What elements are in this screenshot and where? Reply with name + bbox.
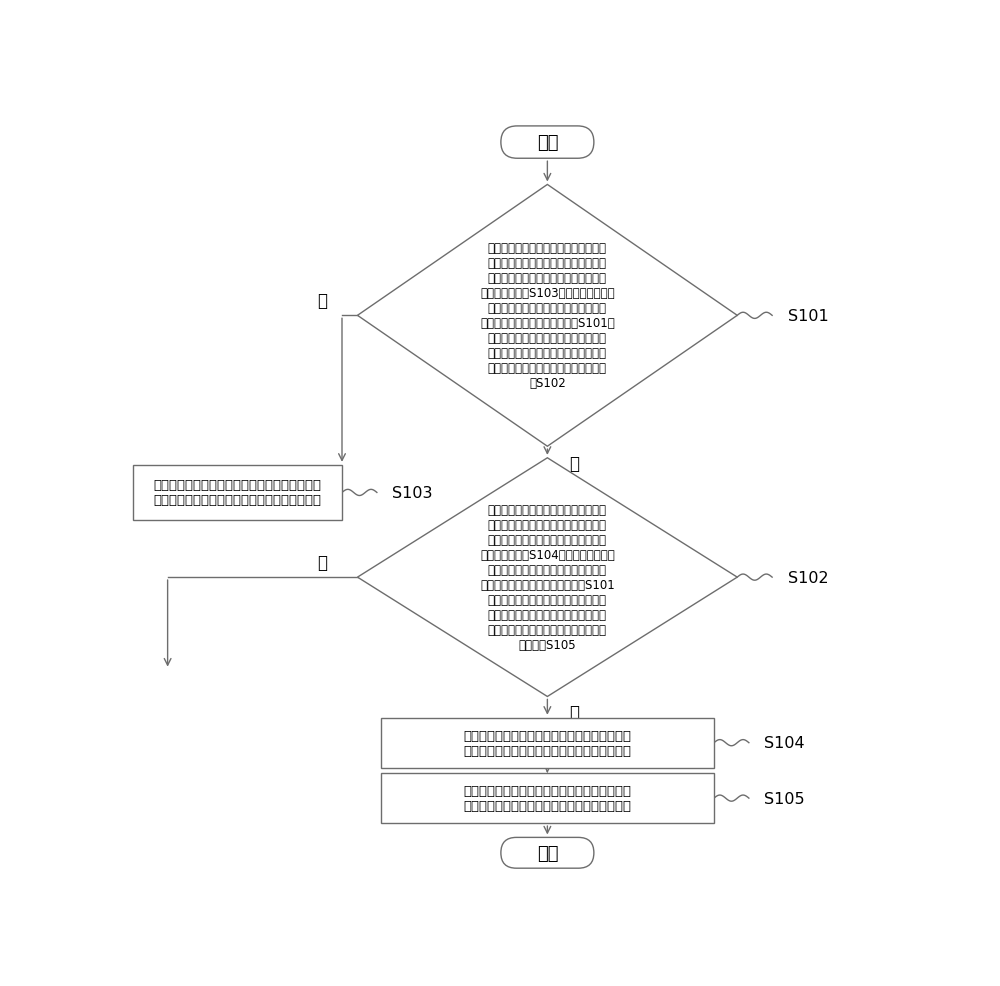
FancyBboxPatch shape [501, 837, 594, 869]
FancyBboxPatch shape [133, 465, 342, 521]
FancyBboxPatch shape [381, 773, 714, 823]
Text: 降低所述差值对应的所述分量的比特位数后赋値
为对应像素点对应所述分量的第一压缩表述方式: 降低所述差值对应的所述分量的比特位数后赋値 为对应像素点对应所述分量的第一压缩表… [153, 479, 321, 507]
Text: 计算当前像素点对应的所述分量与第一
对比像素点对应的所述分量的差值并存
储，若所述差值对应的分量小于第一阈
値，则执行步骤S103，其中，所述第一
对比像素点位: 计算当前像素点对应的所述分量与第一 对比像素点对应的所述分量的差值并存 储，若所… [480, 243, 615, 389]
Text: S102: S102 [788, 570, 828, 585]
FancyBboxPatch shape [381, 718, 714, 768]
Text: 降低所述差值对应的所述分量的比特位数后赋値
为对应像素点对应所述分量的第二压缩表述方式: 降低所述差值对应的所述分量的比特位数后赋値 为对应像素点对应所述分量的第二压缩表… [463, 729, 631, 757]
Polygon shape [358, 458, 737, 697]
Text: 否: 否 [318, 553, 328, 571]
Text: S105: S105 [764, 791, 805, 806]
Text: 是: 是 [570, 703, 580, 721]
Text: S103: S103 [392, 485, 433, 501]
FancyBboxPatch shape [501, 127, 594, 159]
Text: S101: S101 [788, 309, 828, 323]
Polygon shape [358, 185, 737, 447]
Text: 结束: 结束 [537, 844, 558, 862]
Text: 否: 否 [318, 292, 328, 310]
Text: 计算当前像素点对应的所述分量与第二
对比像素点对应的所述分量的差值并存
储，若所述差值对应的分量小于第二阈
値，则执行步骤S104，其中，所述第二
对比像素点位: 计算当前像素点对应的所述分量与第二 对比像素点对应的所述分量的差值并存 储，若所… [480, 504, 615, 652]
Text: S104: S104 [764, 736, 805, 750]
Text: 开始: 开始 [537, 134, 558, 152]
Text: 是: 是 [570, 455, 580, 472]
Text: 降低所述差值对应的所述分量的比特位数后赋値
为对应像素点对应所述分量的第三压缩表述方式: 降低所述差值对应的所述分量的比特位数后赋値 为对应像素点对应所述分量的第三压缩表… [463, 784, 631, 812]
